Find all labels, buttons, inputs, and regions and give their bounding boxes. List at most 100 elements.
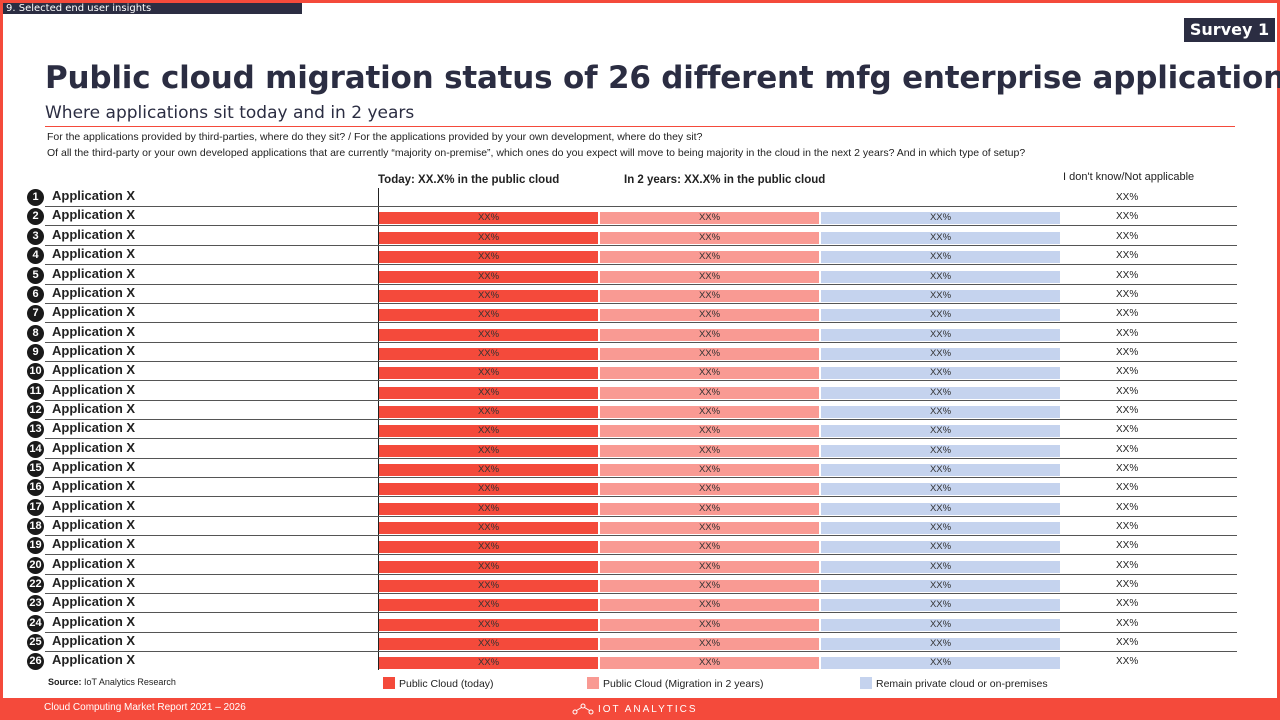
row-dont-know-value: XX% <box>1116 618 1139 629</box>
bar-public-today: XX% <box>379 599 598 611</box>
bar-private: XX% <box>821 348 1060 360</box>
bar-public-today: XX% <box>379 348 598 360</box>
row-label: Application X <box>52 614 136 629</box>
chart-row: 6 Application X XX% XX% XX% XX% <box>0 285 1280 304</box>
row-separator <box>45 303 1237 304</box>
bar-public-2y: XX% <box>600 367 819 379</box>
row-number-badge: 22 <box>27 576 44 593</box>
row-number-badge: 12 <box>27 402 44 419</box>
survey-badge: Survey 1 <box>1184 18 1275 42</box>
source-text: IoT Analytics Research <box>81 677 176 687</box>
row-number-badge: 16 <box>27 479 44 496</box>
bar-private: XX% <box>821 309 1060 321</box>
bar-public-today: XX% <box>379 638 598 650</box>
row-dont-know-value: XX% <box>1116 540 1139 551</box>
row-label: Application X <box>52 207 136 222</box>
row-number-badge: 7 <box>27 305 44 322</box>
bar-private: XX% <box>821 541 1060 553</box>
bar-public-2y: XX% <box>600 387 819 399</box>
chart-row: 22 Application X XX% XX% XX% XX% <box>0 575 1280 594</box>
bar-private: XX% <box>821 290 1060 302</box>
row-separator <box>45 554 1237 555</box>
bar-public-2y: XX% <box>600 503 819 515</box>
row-number-badge: 4 <box>27 247 44 264</box>
row-number-badge: 9 <box>27 344 44 361</box>
row-label: Application X <box>52 652 136 667</box>
row-separator <box>45 651 1237 652</box>
row-number-badge: 6 <box>27 286 44 303</box>
bar-private: XX% <box>821 580 1060 592</box>
bar-public-2y: XX% <box>600 619 819 631</box>
row-number-badge: 15 <box>27 460 44 477</box>
page-title: Public cloud migration status of 26 diff… <box>45 60 1280 96</box>
bar-public-2y: XX% <box>600 638 819 650</box>
chart-row: 9 Application X XX% XX% XX% XX% <box>0 343 1280 362</box>
bar-public-2y: XX% <box>600 464 819 476</box>
bar-public-2y: XX% <box>600 561 819 573</box>
row-dont-know-value: XX% <box>1116 386 1139 397</box>
row-dont-know-value: XX% <box>1116 347 1139 358</box>
row-separator <box>45 264 1237 265</box>
row-separator <box>45 612 1237 613</box>
row-separator <box>45 284 1237 285</box>
chart-row: 5 Application X XX% XX% XX% XX% <box>0 266 1280 285</box>
chart-row: 26 Application X XX% XX% XX% XX% <box>0 652 1280 671</box>
row-separator <box>45 477 1237 478</box>
row-number-badge: 23 <box>27 595 44 612</box>
bar-private: XX% <box>821 232 1060 244</box>
row-number-badge: 11 <box>27 383 44 400</box>
bar-public-2y: XX% <box>600 599 819 611</box>
row-label: Application X <box>52 478 136 493</box>
row-separator <box>45 206 1237 207</box>
row-label: Application X <box>52 401 136 416</box>
row-dont-know-value: XX% <box>1116 444 1139 455</box>
row-separator <box>45 535 1237 536</box>
bar-public-2y: XX% <box>600 271 819 283</box>
survey-question-1: For the applications provided by third-p… <box>47 131 703 143</box>
row-separator <box>45 322 1237 323</box>
row-dont-know-value: XX% <box>1116 289 1139 300</box>
bar-public-2y: XX% <box>600 522 819 534</box>
row-number-badge: 17 <box>27 499 44 516</box>
bar-public-2y: XX% <box>600 212 819 224</box>
bar-private: XX% <box>821 483 1060 495</box>
chart-row: 7 Application X XX% XX% XX% XX% <box>0 304 1280 323</box>
chart-row: 23 Application X XX% XX% XX% XX% <box>0 594 1280 613</box>
row-dont-know-value: XX% <box>1116 560 1139 571</box>
legend-item-private: Remain private cloud or on-premises <box>860 677 1048 690</box>
bar-private: XX% <box>821 425 1060 437</box>
chart-row: 4 Application X XX% XX% XX% XX% <box>0 246 1280 265</box>
chart-row: 13 Application X XX% XX% XX% XX% <box>0 420 1280 439</box>
bar-private: XX% <box>821 387 1060 399</box>
column-header-today: Today: XX.X% in the public cloud <box>378 174 560 186</box>
row-number-badge: 3 <box>27 228 44 245</box>
bar-private: XX% <box>821 329 1060 341</box>
row-label: Application X <box>52 382 136 397</box>
bar-private: XX% <box>821 522 1060 534</box>
row-separator <box>45 380 1237 381</box>
row-separator <box>45 632 1237 633</box>
row-dont-know-value: XX% <box>1116 579 1139 590</box>
row-label: Application X <box>52 246 136 261</box>
bar-private: XX% <box>821 464 1060 476</box>
bar-public-2y: XX% <box>600 232 819 244</box>
bar-public-2y: XX% <box>600 309 819 321</box>
row-number-badge: 24 <box>27 615 44 632</box>
row-separator <box>45 361 1237 362</box>
row-dont-know-value: XX% <box>1116 308 1139 319</box>
bar-public-today: XX% <box>379 541 598 553</box>
row-label: Application X <box>52 188 136 203</box>
bar-public-2y: XX% <box>600 406 819 418</box>
row-label: Application X <box>52 324 136 339</box>
row-label: Application X <box>52 498 136 513</box>
bar-public-today: XX% <box>379 290 598 302</box>
bar-public-today: XX% <box>379 232 598 244</box>
bar-public-2y: XX% <box>600 580 819 592</box>
footer-bar: Cloud Computing Market Report 2021 – 202… <box>0 698 1280 720</box>
chart-row: 20 Application X XX% XX% XX% XX% <box>0 556 1280 575</box>
bar-public-today: XX% <box>379 367 598 379</box>
bar-public-today: XX% <box>379 445 598 457</box>
footer-logo: IOT ANALYTICS <box>572 703 698 715</box>
row-dont-know-value: XX% <box>1116 637 1139 648</box>
bar-public-today: XX% <box>379 251 598 263</box>
